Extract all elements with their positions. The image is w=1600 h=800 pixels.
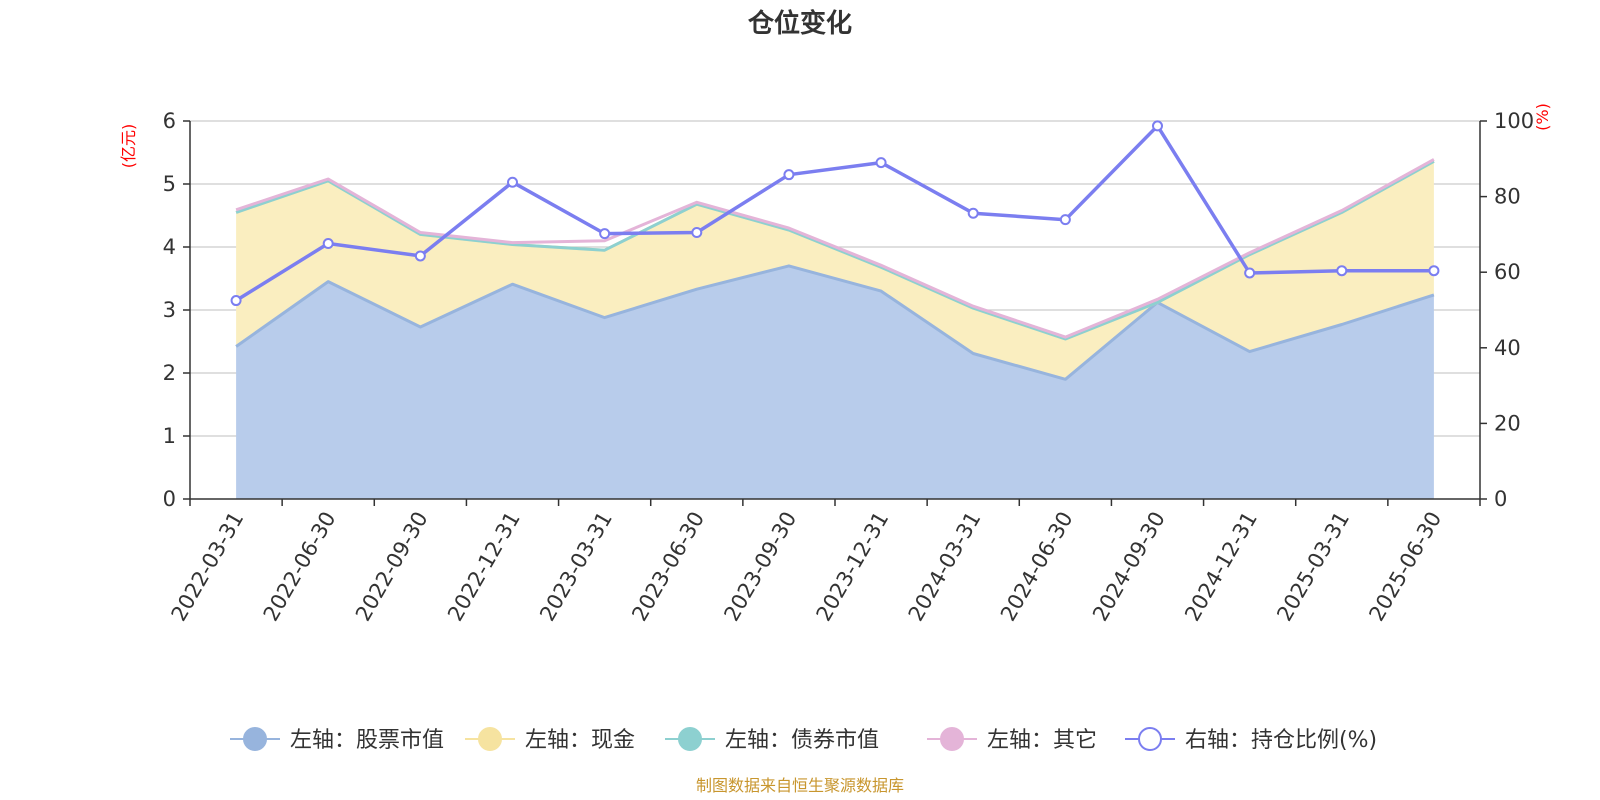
left-axis-unit: (亿元) [119,124,138,169]
legend-label-4: 右轴：持仓比例(%) [1185,728,1377,753]
right-tick-label-60: 60 [1494,260,1521,284]
legend-label-1: 左轴：现金 [525,728,635,753]
ratio-line [235,124,1434,302]
chart-title: 仓位变化 [747,8,852,39]
legend-label-3: 左轴：其它 [987,728,1097,753]
ratio-point-2023-06-30[interactable] [691,227,703,239]
ratio-point-2024-12-31[interactable] [1244,267,1256,279]
area-series-0 [236,265,1434,499]
left-tick-label-2: 2 [163,361,176,385]
x-tick-label-2024-03-31: 2024-03-31 [904,508,986,626]
right-axis-unit: (%) [1533,103,1552,131]
legend-label-0: 左轴：股票市值 [290,728,444,753]
ratio-point-2022-03-31[interactable] [230,295,242,307]
ratio-point-2023-09-30[interactable] [783,169,795,181]
ratio-point-2022-06-30[interactable] [322,237,334,249]
left-tick-label-0: 0 [163,487,176,511]
x-tick-label-2022-06-30: 2022-06-30 [259,508,341,626]
ratio-point-2024-06-30[interactable] [1059,214,1071,226]
legend-label-2: 左轴：债券市值 [725,728,879,753]
x-tick-label-2023-06-30: 2023-06-30 [627,508,709,626]
ratio-point-2024-09-30[interactable] [1152,120,1163,132]
x-tick-label-2024-06-30: 2024-06-30 [996,508,1078,626]
x-tick-label-2023-09-30: 2023-09-30 [719,508,801,626]
x-tick-label-2022-09-30: 2022-09-30 [351,508,433,626]
x-tick-label-2025-03-31: 2025-03-31 [1272,508,1354,626]
legend-marker-3 [940,727,964,751]
line-series-3 [235,158,1435,339]
left-tick-label-3: 3 [163,298,176,322]
x-tick-label-2023-12-31: 2023-12-31 [812,508,894,626]
x-tick-label-2023-03-31: 2023-03-31 [535,508,617,626]
left-tick-label-6: 6 [163,109,176,133]
legend-marker-0 [243,727,267,751]
legend-item-4[interactable]: 右轴：持仓比例(%) [1125,727,1377,753]
left-tick-label-5: 5 [163,172,176,196]
x-tick-label-2024-09-30: 2024-09-30 [1088,508,1170,626]
legend-marker-2 [678,727,702,751]
x-tick-label-2024-12-31: 2024-12-31 [1180,508,1262,626]
legend-marker-4 [1138,727,1162,751]
x-tick-label-2025-06-30: 2025-06-30 [1364,508,1446,626]
legend: 左轴：股票市值 左轴：现金 左轴：债券市值 左轴：其它 右轴：持仓比例(%) [230,727,1377,753]
data-source-note: 制图数据来自恒生聚源数据库 [696,776,904,795]
stacked-areas [236,161,1434,499]
right-tick-label-100: 100 [1494,109,1534,133]
ratio-point-2023-03-31[interactable] [599,228,611,240]
left-tick-label-1: 1 [163,424,176,448]
ratio-point-2023-12-31[interactable] [875,157,887,169]
right-tick-label-0: 0 [1494,487,1507,511]
x-tick-label-2022-03-31: 2022-03-31 [167,508,249,626]
ratio-points [230,120,1440,307]
right-tick-label-20: 20 [1494,411,1521,435]
series-lines [235,158,1435,381]
legend-marker-1 [478,727,502,751]
line-series-2 [235,159,1435,341]
legend-item-1[interactable]: 左轴：现金 [465,727,635,753]
line-series-0 [235,264,1435,381]
right-tick-label-40: 40 [1494,336,1521,360]
area-series-1 [236,161,1434,380]
legend-item-3[interactable]: 左轴：其它 [927,727,1097,753]
ratio-point-2024-03-31[interactable] [967,207,979,219]
legend-item-2[interactable]: 左轴：债券市值 [665,727,879,753]
left-tick-label-4: 4 [163,235,176,259]
ratio-point-2025-06-30[interactable] [1428,265,1440,277]
ratio-point-2025-03-31[interactable] [1336,265,1348,277]
right-tick-label-80: 80 [1494,185,1521,209]
x-tick-label-2022-12-31: 2022-12-31 [443,508,525,626]
legend-item-0[interactable]: 左轴：股票市值 [230,727,444,753]
ratio-point-2022-12-31[interactable] [507,176,518,188]
ratio-point-2022-09-30[interactable] [414,250,426,262]
